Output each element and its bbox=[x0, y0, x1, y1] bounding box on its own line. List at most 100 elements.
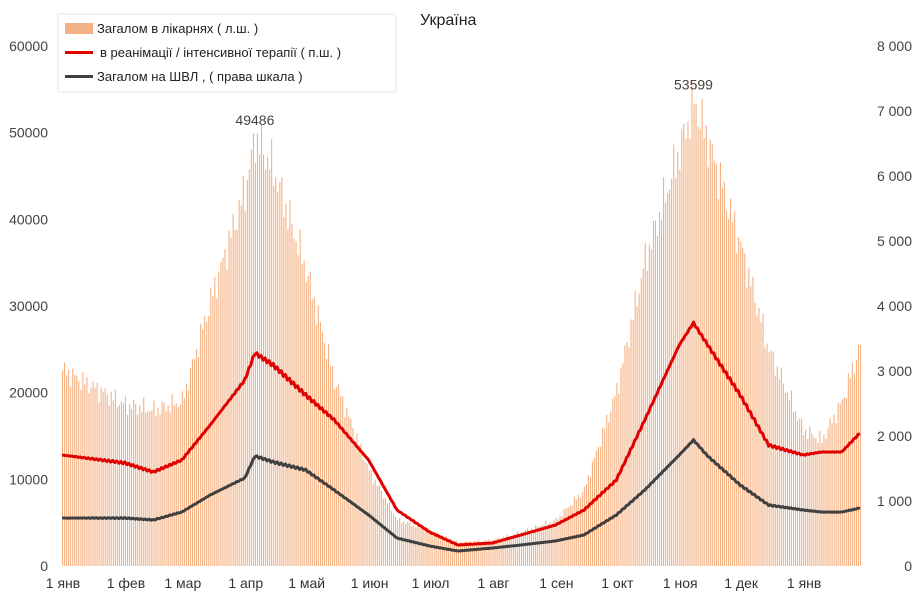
x-axis-tick: 1 сен bbox=[539, 575, 573, 591]
hospital-bar bbox=[831, 423, 833, 566]
hospital-bar bbox=[96, 383, 98, 566]
hospital-bar bbox=[484, 539, 486, 566]
hospital-bar bbox=[860, 345, 862, 566]
hospital-bar bbox=[393, 514, 395, 566]
hospital-bar bbox=[464, 541, 466, 566]
x-axis-tick: 1 янв bbox=[46, 575, 80, 591]
hospital-bar bbox=[811, 433, 813, 566]
chart-title: Україна bbox=[420, 12, 477, 29]
hospital-bar bbox=[480, 541, 482, 566]
hospital-bar bbox=[159, 414, 161, 566]
hospital-bar bbox=[179, 405, 181, 566]
hospital-bar bbox=[610, 411, 612, 566]
hospital-bar bbox=[439, 535, 441, 566]
legend-item-hospital: Загалом в лікарнях ( л.ш. ) bbox=[65, 21, 258, 36]
right-axis-tick: 4 000 bbox=[877, 298, 912, 314]
hospital-bar bbox=[137, 414, 139, 566]
hospital-bar bbox=[849, 378, 851, 566]
hospital-bar bbox=[413, 525, 415, 566]
hospital-bar bbox=[317, 305, 319, 566]
right-axis-tick: 6 000 bbox=[877, 168, 912, 184]
hospital-bar bbox=[183, 398, 185, 566]
hospital-bar bbox=[472, 543, 474, 566]
hospital-bar bbox=[715, 164, 717, 566]
hospital-bar bbox=[754, 302, 756, 566]
hospital-bar bbox=[68, 370, 70, 566]
hospital-bar bbox=[305, 282, 307, 566]
hospital-bar bbox=[591, 461, 593, 566]
hospital-bar bbox=[435, 532, 437, 566]
hospital-bar bbox=[699, 128, 701, 567]
hospital-bar bbox=[823, 434, 825, 566]
hospital-bar bbox=[356, 433, 358, 566]
hospital-bar bbox=[301, 264, 303, 566]
hospital-bar bbox=[386, 503, 388, 566]
hospital-bar bbox=[671, 178, 673, 567]
hospital-bar bbox=[504, 537, 506, 566]
hospital-bar bbox=[447, 538, 449, 566]
hospital-bar bbox=[457, 542, 459, 566]
hospital-bar bbox=[529, 531, 531, 566]
hospital-bar bbox=[76, 375, 78, 566]
hospital-bar bbox=[275, 177, 277, 566]
hospital-bar bbox=[661, 220, 663, 566]
hospital-bar bbox=[683, 123, 685, 566]
hospital-bar bbox=[259, 154, 261, 566]
hospital-bar bbox=[616, 383, 618, 566]
hospital-bar bbox=[857, 344, 859, 566]
hospital-bar bbox=[575, 499, 577, 566]
hospital-bar bbox=[654, 220, 656, 566]
hospital-bar bbox=[269, 169, 271, 566]
hospital-bar bbox=[482, 541, 484, 566]
hospital-bar bbox=[581, 492, 583, 566]
hospital-bar bbox=[782, 383, 784, 566]
hospital-bar bbox=[232, 214, 234, 566]
x-axis-tick: 1 мар bbox=[164, 575, 201, 591]
hospital-bar bbox=[242, 175, 244, 566]
hospital-bar bbox=[600, 446, 602, 566]
hospital-bar bbox=[206, 322, 208, 566]
hospital-bar bbox=[202, 329, 204, 566]
hospital-bar bbox=[368, 470, 370, 566]
hospital-bar bbox=[669, 189, 671, 566]
hospital-bar bbox=[807, 439, 809, 566]
hospital-bar bbox=[500, 539, 502, 566]
hospital-bar bbox=[230, 237, 232, 566]
hospital-bar bbox=[173, 405, 175, 566]
hospital-bar bbox=[155, 416, 157, 566]
hospital-bar bbox=[618, 393, 620, 566]
hospital-bar bbox=[535, 525, 537, 566]
hospital-bar bbox=[185, 383, 187, 566]
hospital-bar bbox=[768, 352, 770, 566]
hospital-bar bbox=[821, 442, 823, 566]
hospital-bar bbox=[604, 428, 606, 566]
left-axis-tick: 30000 bbox=[9, 298, 48, 314]
hospital-bar bbox=[431, 530, 433, 566]
hospital-bar bbox=[66, 375, 68, 566]
hospital-bar bbox=[462, 543, 464, 566]
hospital-bar bbox=[332, 366, 334, 566]
hospital-bar bbox=[157, 407, 159, 566]
hospital-bar bbox=[419, 527, 421, 566]
hospital-bar bbox=[772, 351, 774, 566]
hospital-bar bbox=[104, 388, 106, 566]
hospital-bar bbox=[701, 99, 703, 566]
hospital-bar bbox=[92, 381, 94, 566]
hospital-bar bbox=[234, 229, 236, 567]
hospital-bar bbox=[149, 411, 151, 566]
left-axis-tick: 10000 bbox=[9, 471, 48, 487]
hospital-bar bbox=[328, 344, 330, 566]
hospital-bar bbox=[774, 375, 776, 566]
hospital-bar bbox=[358, 445, 360, 566]
x-axis-tick: 1 ноя bbox=[663, 575, 698, 591]
hospital-bar bbox=[212, 296, 214, 566]
hospital-bar bbox=[640, 278, 642, 566]
hospital-bar bbox=[496, 538, 498, 566]
hospital-bar bbox=[271, 139, 273, 566]
right-axis-tick: 8 000 bbox=[877, 38, 912, 54]
hospital-bar bbox=[187, 390, 189, 566]
hospital-bar bbox=[265, 169, 267, 566]
peak-label: 53599 bbox=[674, 76, 713, 92]
hospital-bar bbox=[541, 525, 543, 566]
